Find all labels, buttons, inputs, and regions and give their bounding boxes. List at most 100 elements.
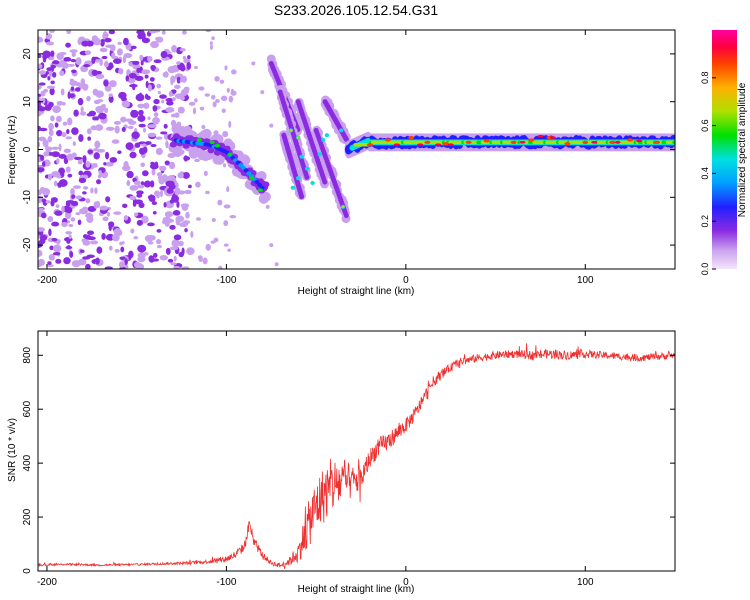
spectral-blob bbox=[108, 30, 116, 35]
spectral-blob bbox=[265, 204, 270, 209]
spectral-blob bbox=[114, 248, 120, 253]
spectral-blob bbox=[52, 251, 61, 256]
spectral-blob bbox=[75, 57, 82, 66]
spectral-blob bbox=[209, 44, 213, 50]
spectral-blob bbox=[465, 140, 472, 144]
snr-x-label: Height of straight line (km) bbox=[298, 584, 415, 595]
spectral-blob bbox=[54, 122, 59, 128]
spectral-blob bbox=[317, 152, 322, 157]
spectral-blob bbox=[82, 186, 89, 190]
spectral-blob bbox=[122, 203, 128, 209]
spectral-blob bbox=[177, 240, 184, 247]
spectral-blob bbox=[118, 261, 125, 268]
spectral-blob bbox=[83, 64, 90, 68]
spectral-blob bbox=[133, 236, 139, 240]
spectral-blob bbox=[85, 161, 91, 168]
y-tick-label: 0 bbox=[22, 568, 33, 574]
colorbar: 0.0 0.2 0.4 0.6 0.8 Normalized spectral ampl… bbox=[700, 30, 748, 275]
y-tick-label: 800 bbox=[22, 346, 33, 363]
spectral-blob bbox=[127, 172, 132, 177]
spectral-blob bbox=[129, 184, 139, 191]
spectral-blob bbox=[153, 112, 159, 117]
spectral-blob bbox=[192, 107, 197, 115]
spectral-blob bbox=[121, 241, 125, 245]
spectral-blob bbox=[136, 263, 140, 269]
spectral-blob bbox=[155, 239, 162, 245]
spectral-blob bbox=[67, 173, 73, 178]
spectral-blob bbox=[144, 93, 149, 100]
spectral-blob bbox=[96, 200, 101, 209]
x-tick-label: 100 bbox=[577, 577, 594, 588]
spectral-blob bbox=[324, 133, 330, 138]
spectral-blob bbox=[106, 211, 111, 217]
spectral-blob bbox=[341, 205, 345, 209]
spectral-blob bbox=[38, 111, 42, 117]
spectral-blob bbox=[260, 90, 265, 95]
spectral-blob bbox=[182, 172, 190, 179]
spectral-blob bbox=[108, 245, 113, 251]
spectral-blob bbox=[80, 83, 89, 90]
spectral-blob bbox=[39, 38, 44, 42]
spectral-blob bbox=[82, 206, 88, 210]
spectral-blob bbox=[67, 117, 73, 126]
spectral-blob bbox=[51, 221, 60, 227]
spectral-blob bbox=[50, 197, 58, 203]
spectral-blob bbox=[169, 246, 179, 251]
spectral-blob bbox=[176, 201, 180, 208]
spectral-blob bbox=[51, 237, 58, 242]
spectral-blob bbox=[205, 243, 211, 251]
spectral-blob bbox=[201, 128, 212, 139]
spectral-blob bbox=[71, 69, 77, 74]
spectral-blob bbox=[104, 37, 112, 43]
spectral-blob bbox=[148, 194, 155, 202]
spectral-blob bbox=[67, 91, 71, 99]
spectral-blob bbox=[75, 82, 81, 87]
spectral-blob bbox=[149, 163, 159, 170]
spectral-blob bbox=[95, 73, 105, 80]
spectrogram-marks bbox=[38, 30, 681, 269]
spectral-blob bbox=[92, 88, 99, 96]
spectral-blob bbox=[95, 124, 104, 131]
spectral-blob bbox=[156, 83, 161, 89]
spectral-blob bbox=[204, 93, 211, 97]
spectral-blob bbox=[56, 240, 60, 245]
spectral-blob bbox=[676, 139, 681, 145]
spectral-blob bbox=[38, 82, 46, 86]
spectral-blob bbox=[78, 177, 87, 183]
spectral-blob bbox=[68, 234, 72, 239]
spectral-blob bbox=[172, 97, 176, 102]
spectral-blob bbox=[54, 210, 63, 216]
spectral-blob bbox=[56, 52, 64, 61]
spectral-blob bbox=[129, 195, 137, 201]
spectral-blob bbox=[86, 95, 91, 102]
spectral-blob bbox=[654, 140, 661, 144]
spectral-blob bbox=[43, 151, 50, 157]
spectral-blob bbox=[674, 138, 675, 147]
spectral-blob bbox=[70, 217, 76, 222]
spectral-blob bbox=[304, 174, 310, 180]
spectral-blob bbox=[163, 123, 168, 129]
spectral-blob bbox=[90, 240, 99, 245]
spectral-blob bbox=[153, 98, 160, 105]
spectral-blob bbox=[152, 120, 159, 125]
spectral-blob bbox=[52, 244, 62, 253]
spectral-blob bbox=[173, 234, 182, 241]
spectral-blob bbox=[84, 234, 92, 240]
spectral-blob bbox=[61, 221, 68, 228]
snr-y-label: SNR (10 * v/v) bbox=[7, 418, 18, 482]
spectral-blob bbox=[228, 120, 232, 128]
spectral-blob bbox=[199, 106, 205, 111]
spectral-blob bbox=[67, 63, 75, 67]
spectral-blob bbox=[274, 262, 279, 267]
spectral-blob bbox=[147, 84, 152, 92]
spectral-blob bbox=[38, 70, 47, 75]
spectral-blob bbox=[125, 142, 134, 150]
spectral-blob bbox=[80, 106, 84, 113]
spectral-blob bbox=[483, 139, 490, 143]
spectrogram-y-ticks: -20 -10 0 10 20 bbox=[22, 48, 675, 252]
spectral-blob bbox=[243, 168, 249, 173]
spectral-blob bbox=[170, 262, 177, 266]
spectral-blob bbox=[87, 149, 94, 154]
spectral-blob bbox=[168, 183, 176, 190]
